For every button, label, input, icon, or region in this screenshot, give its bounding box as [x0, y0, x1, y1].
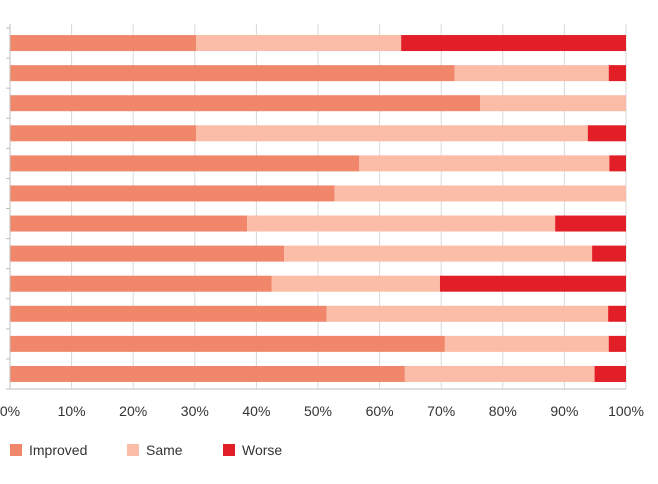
x-tick-label: 50%: [304, 403, 332, 419]
bar-worse-row-2: [608, 65, 626, 82]
bar-same-row-4: [196, 125, 588, 142]
bar-worse-row-9: [439, 275, 626, 292]
bar-improved-row-1: [10, 35, 197, 52]
bar-worse-row-11: [608, 335, 626, 352]
gridlines: [9, 24, 627, 389]
x-tick-label: 30%: [181, 403, 209, 419]
bar-improved-row-2: [10, 65, 455, 82]
bar-same-row-7: [247, 215, 556, 232]
x-tick-label: 90%: [550, 403, 578, 419]
bar-improved-row-6: [10, 185, 335, 202]
x-tick-label: 100%: [608, 403, 644, 419]
bar-same-row-10: [326, 305, 609, 322]
x-tick-label: 40%: [242, 403, 270, 419]
bar-same-row-5: [359, 155, 610, 172]
bar-improved-row-12: [10, 365, 405, 382]
bar-improved-row-7: [10, 215, 248, 232]
bar-same-row-8: [284, 245, 593, 262]
legend-label-same: Same: [146, 442, 183, 458]
x-tick-label: 10%: [58, 403, 86, 419]
x-tick-label: 70%: [427, 403, 455, 419]
bar-improved-row-9: [10, 275, 272, 292]
legend-swatch-same: [127, 444, 139, 456]
x-tick-label: 60%: [366, 403, 394, 419]
bar-worse-row-7: [555, 215, 626, 232]
bar-improved-row-11: [10, 335, 445, 352]
x-tick-label: 80%: [489, 403, 517, 419]
bar-same-row-2: [454, 65, 609, 82]
bar-improved-row-5: [10, 155, 360, 172]
bars: [10, 35, 626, 382]
bar-improved-row-8: [10, 245, 285, 262]
bar-same-row-6: [334, 185, 626, 202]
legend-swatch-improved: [10, 444, 22, 456]
bar-same-row-12: [404, 365, 595, 382]
bar-worse-row-8: [592, 245, 626, 262]
legend-swatch-worse: [223, 444, 235, 456]
bar-worse-row-5: [609, 155, 626, 172]
legend-label-improved: Improved: [29, 442, 87, 458]
bar-improved-row-3: [10, 95, 481, 112]
bar-improved-row-4: [10, 125, 197, 142]
bar-same-row-11: [444, 335, 609, 352]
bar-same-row-9: [271, 275, 440, 292]
x-tick-label: 20%: [119, 403, 147, 419]
bar-same-row-3: [480, 95, 626, 112]
bar-worse-row-4: [587, 125, 626, 142]
x-tick-label: 0%: [0, 403, 20, 419]
bar-improved-row-10: [10, 305, 327, 322]
legend: Improved Same Worse: [10, 442, 282, 458]
x-axis: 0% 10% 20% 30% 40% 50% 60% 70% 80% 90% 100%: [0, 24, 644, 419]
bar-worse-row-1: [401, 35, 626, 52]
legend-label-worse: Worse: [242, 442, 282, 458]
bar-worse-row-12: [594, 365, 626, 382]
bar-same-row-1: [196, 35, 402, 52]
bar-worse-row-10: [608, 305, 626, 322]
